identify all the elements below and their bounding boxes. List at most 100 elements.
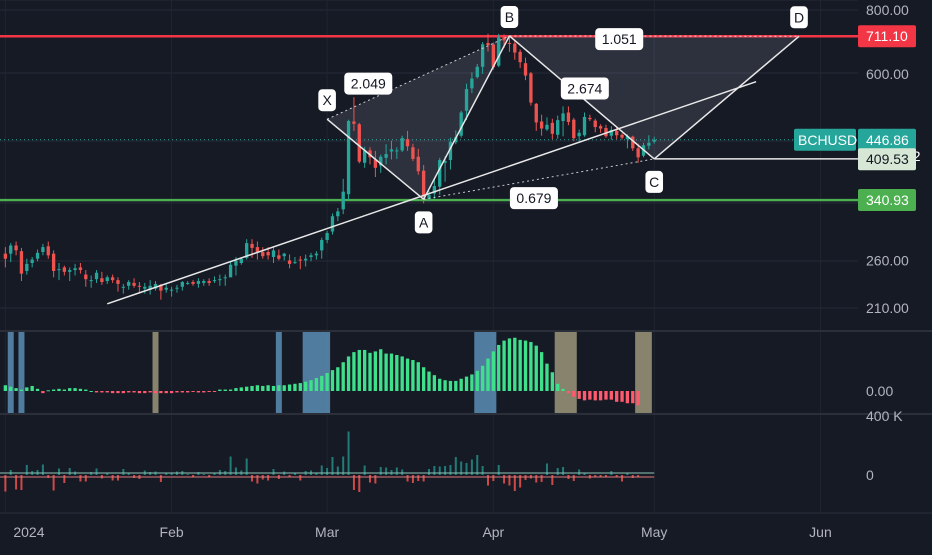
volume-bar-15 [85, 475, 87, 482]
volume-bar-60 [326, 468, 328, 475]
squeeze-marker-4 [303, 331, 330, 414]
osc-bar-67 [363, 350, 366, 391]
candle-body-39 [213, 280, 216, 281]
osc-bar-20 [111, 391, 114, 393]
osc-bar-83 [449, 381, 452, 391]
osc-bar-58 [315, 378, 318, 391]
candle-body-32 [175, 288, 178, 289]
candle-body-54 [293, 262, 296, 263]
candle-body-20 [111, 277, 114, 280]
osc-bar-112 [604, 391, 607, 400]
candle-body-103 [556, 120, 559, 135]
osc-bar-69 [374, 351, 377, 391]
candle-body-115 [620, 135, 623, 138]
ratio-label-2_049: 2.049 [344, 73, 392, 95]
candle-body-121 [653, 140, 656, 142]
candle-body-24 [132, 283, 135, 286]
osc-bar-6 [36, 389, 39, 391]
candle-body-88 [476, 67, 479, 77]
candle-body-111 [599, 126, 602, 128]
candle-body-19 [106, 277, 109, 281]
volume-bar-17 [96, 469, 98, 476]
time-label-feb: Feb [160, 524, 184, 540]
osc-bar-7 [41, 391, 44, 393]
osc-bar-41 [224, 390, 227, 391]
candle-body-48 [261, 252, 264, 256]
candle-body-104 [561, 113, 564, 121]
osc-bar-3 [20, 390, 23, 391]
candle-body-94 [508, 43, 511, 44]
candle-body-63 [342, 192, 345, 210]
volume-bar-34 [187, 474, 189, 475]
osc-bar-42 [229, 390, 232, 391]
support-price-badge-text: 340.93 [866, 192, 909, 208]
ratio-label-1_051-text: 1.051 [602, 31, 637, 47]
point-label-c: C [645, 171, 663, 193]
osc-bar-104 [561, 389, 564, 391]
osc-bar-82 [443, 380, 446, 391]
time-label-2024: 2024 [13, 524, 44, 540]
volume-bar-82 [444, 466, 446, 475]
osc-bar-70 [379, 349, 382, 391]
osc-bar-65 [352, 352, 355, 391]
point-label-x-text: X [322, 92, 332, 108]
osc-bar-8 [47, 390, 50, 391]
osc-bar-13 [73, 388, 76, 391]
volume-bar-75 [407, 475, 409, 482]
volume-bar-89 [482, 466, 484, 475]
osc-bar-19 [106, 391, 109, 392]
volume-bar-19 [106, 474, 108, 476]
osc-bar-61 [331, 370, 334, 391]
osc-bar-25 [138, 391, 141, 393]
candle-body-50 [272, 250, 275, 257]
osc-bar-9 [52, 390, 55, 391]
candle-body-107 [577, 133, 580, 136]
osc-bar-109 [588, 391, 591, 400]
candle-body-58 [315, 254, 318, 256]
candle-body-2 [14, 246, 17, 251]
volume-bar-80 [433, 466, 435, 475]
volume-bar-100 [541, 475, 543, 482]
osc-bar-15 [84, 390, 87, 391]
volume-bar-67 [364, 466, 366, 476]
candle-body-31 [170, 290, 173, 291]
volume-bar-29 [160, 475, 162, 482]
squeeze-marker-2 [153, 331, 159, 414]
time-label-may: May [641, 524, 667, 540]
candle-body-33 [181, 282, 184, 287]
osc-bar-118 [636, 391, 639, 405]
volume-bar-59 [321, 466, 323, 476]
candle-body-105 [567, 113, 570, 122]
volume-bar-55 [299, 475, 301, 481]
ratio-label-0_679: 0.679 [510, 187, 558, 209]
osc-bar-31 [170, 391, 173, 393]
c-level-price-badge-text: 409.53 [866, 151, 909, 167]
volume-bar-20 [112, 475, 114, 481]
candle-body-52 [283, 254, 286, 257]
osc-bar-4 [25, 387, 28, 391]
candle-body-77 [417, 157, 420, 171]
osc-bar-73 [395, 355, 398, 391]
candle-body-51 [277, 255, 280, 258]
volume-bar-35 [192, 475, 194, 477]
point-label-a: A [415, 211, 433, 233]
candle-body-11 [63, 267, 66, 271]
osc-bar-116 [626, 391, 629, 403]
volume-bar-104 [562, 467, 564, 475]
osc-bar-12 [68, 388, 71, 391]
candle-body-101 [545, 125, 548, 130]
candle-body-89 [481, 44, 484, 67]
candle-body-61 [331, 216, 334, 231]
osc-bar-111 [599, 391, 602, 400]
volume-bar-74 [401, 470, 403, 476]
osc-bar-35 [191, 391, 194, 392]
osc-bar-28 [154, 391, 157, 393]
osc-bar-63 [342, 362, 345, 391]
volume-bar-110 [594, 475, 596, 477]
candle-body-65 [352, 122, 355, 124]
osc-bar-27 [148, 391, 151, 392]
osc-bar-24 [132, 391, 135, 392]
osc-bar-79 [427, 372, 430, 391]
